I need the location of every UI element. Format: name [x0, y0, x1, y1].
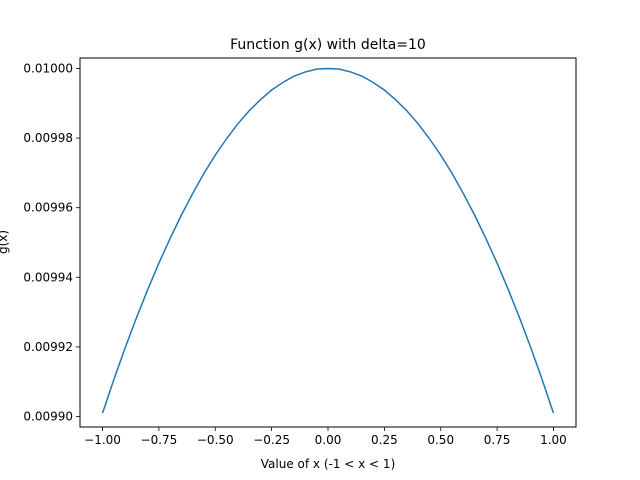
- y-tick-label: 0.00990: [23, 410, 73, 424]
- x-tick-label: 0.50: [427, 433, 454, 447]
- x-axis-label: Value of x (-1 < x < 1): [261, 457, 396, 471]
- y-tick-label: 0.00994: [23, 270, 73, 284]
- y-axis-label: g(x): [0, 230, 10, 254]
- x-tick-label: −0.75: [141, 433, 178, 447]
- y-tick-label: 0.00996: [23, 201, 73, 215]
- x-axis: −1.00 −0.75 −0.50 −0.25 0.00 0.25 0.50 0.75 1.00: [84, 427, 567, 447]
- x-tick-label: 0.25: [371, 433, 398, 447]
- x-tick-label: 0.00: [315, 433, 342, 447]
- chart-title: Function g(x) with delta=10: [230, 37, 426, 53]
- series-line: [101, 67, 555, 414]
- x-tick-label: 1.00: [540, 433, 567, 447]
- plot-area: [79, 57, 577, 428]
- x-tick-label: −0.25: [253, 433, 290, 447]
- y-tick-label: 0.00992: [23, 340, 73, 354]
- y-tick-label: 0.01000: [23, 61, 73, 75]
- y-axis: 0.00990 0.00992 0.00994 0.00996 0.00998 0.010…: [23, 61, 80, 424]
- x-tick-label: −1.00: [84, 433, 121, 447]
- y-tick-label: 0.00998: [23, 131, 73, 145]
- x-tick-label: −0.50: [197, 433, 234, 447]
- x-tick-label: 0.75: [484, 433, 511, 447]
